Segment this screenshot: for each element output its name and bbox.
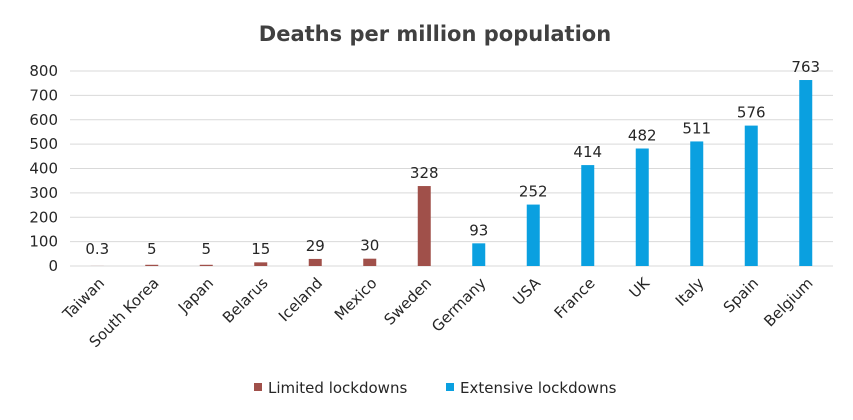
bar-mexico	[363, 258, 377, 266]
data-label-usa: 252	[519, 183, 548, 201]
x-tick-label-germany: Germany	[428, 274, 490, 336]
x-tick-label-belgium: Belgium	[760, 274, 816, 330]
bar-spain	[744, 125, 758, 266]
bar-usa	[526, 204, 540, 266]
x-tick-label-france: France	[551, 274, 599, 322]
bar-germany	[472, 243, 486, 266]
y-tick-label-500: 500	[29, 135, 58, 153]
data-label-iceland: 29	[306, 237, 325, 255]
x-tick-label-uk: UK	[626, 273, 654, 301]
data-label-italy: 511	[682, 119, 711, 137]
data-label-uk: 482	[628, 127, 657, 145]
gridlines	[70, 70, 833, 267]
x-tick-label-usa: USA	[509, 274, 544, 309]
data-label-belarus: 15	[251, 240, 270, 258]
data-label-sweden: 328	[410, 164, 439, 182]
data-label-belgium: 763	[791, 58, 820, 76]
data-label-taiwan: 0.3	[85, 240, 109, 258]
y-tick-label-600: 600	[29, 111, 58, 129]
y-tick-label-200: 200	[29, 208, 58, 226]
y-tick-label-700: 700	[29, 86, 58, 104]
y-tick-label-300: 300	[29, 184, 58, 202]
x-tick-label-spain: Spain	[720, 274, 762, 316]
bar-uk	[635, 148, 649, 266]
data-label-france: 414	[573, 143, 602, 161]
data-label-mexico: 30	[360, 237, 379, 255]
data-label-germany: 93	[469, 221, 488, 239]
data-label-japan: 5	[201, 240, 211, 258]
bar-belgium	[799, 80, 813, 266]
x-tick-label-sweden: Sweden	[380, 274, 435, 329]
x-tick-label-iceland: Iceland	[275, 274, 326, 325]
bar-italy	[690, 141, 704, 266]
x-tick-label-belarus: Belarus	[219, 274, 272, 327]
y-tick-label-400: 400	[29, 160, 58, 178]
x-tick-label-italy: Italy	[672, 274, 708, 310]
bars	[90, 80, 813, 266]
chart-title: Deaths per million population	[259, 22, 611, 46]
data-label-spain: 576	[737, 104, 766, 122]
bar-france	[581, 165, 595, 266]
legend-swatch-limited-lockdowns	[254, 383, 262, 391]
y-axis-tick-labels: 0 100 200 300 400 500 600 700 800	[29, 62, 58, 275]
legend-swatch-extensive-lockdowns	[446, 383, 454, 391]
bar-sweden	[417, 186, 431, 266]
legend-label-limited-lockdowns: Limited lockdowns	[268, 379, 407, 397]
bar-belarus	[254, 262, 268, 266]
y-tick-label-100: 100	[29, 233, 58, 251]
legend: Limited lockdowns Extensive lockdowns	[254, 379, 617, 397]
x-tick-label-japan: Japan	[174, 274, 217, 317]
data-label-south-korea: 5	[147, 240, 157, 258]
legend-label-extensive-lockdowns: Extensive lockdowns	[460, 379, 617, 397]
data-labels: 0.3 5 5 15 29 30 328 93 252 414 482 511 576 763	[85, 58, 820, 258]
y-tick-label-800: 800	[29, 62, 58, 80]
bar-japan	[199, 264, 213, 266]
bar-iceland	[308, 258, 322, 266]
y-tick-label-0: 0	[48, 257, 58, 275]
bar-south-korea	[145, 264, 159, 266]
x-tick-label-mexico: Mexico	[331, 274, 381, 324]
x-tick-label-taiwan: Taiwan	[59, 274, 109, 324]
